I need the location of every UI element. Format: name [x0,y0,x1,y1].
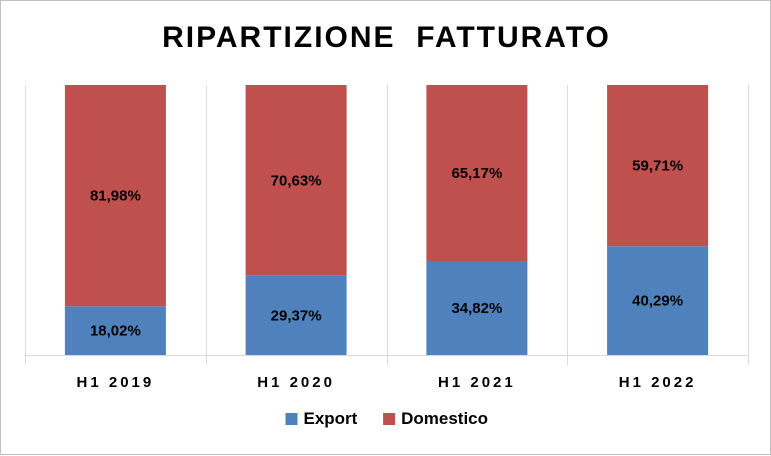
data-label: 34,82% [451,300,502,317]
bar-segment-domestico [607,85,709,247]
bar-segment-export [607,246,709,355]
data-label: 70,63% [271,172,322,189]
bar-segment-domestico [64,85,166,307]
bar-segment-export [245,275,347,355]
x-tick-label: H1 2020 [257,374,335,391]
bar-segment-export [426,261,528,355]
chart-title: RIPARTIZIONE FATTURATO [162,21,611,54]
bar-segment-domestico [245,85,347,276]
x-tick-label: H1 2019 [77,374,155,391]
legend-swatch-export [285,413,298,425]
data-label: 81,98% [90,188,141,205]
bar-segment-export [64,306,166,355]
x-tick-label: H1 2021 [438,374,516,391]
data-label: 65,17% [451,165,502,182]
bar-segment-domestico [426,85,528,261]
data-label: 59,71% [632,158,683,175]
data-label: 40,29% [632,293,683,310]
legend-label-export: Export [304,409,358,428]
data-label: 29,37% [271,307,322,324]
data-label: 18,02% [90,323,141,340]
legend-label-domestico: Domestico [401,409,488,428]
legend-swatch-domestico [383,413,396,425]
x-tick-label: H1 2022 [619,374,697,391]
